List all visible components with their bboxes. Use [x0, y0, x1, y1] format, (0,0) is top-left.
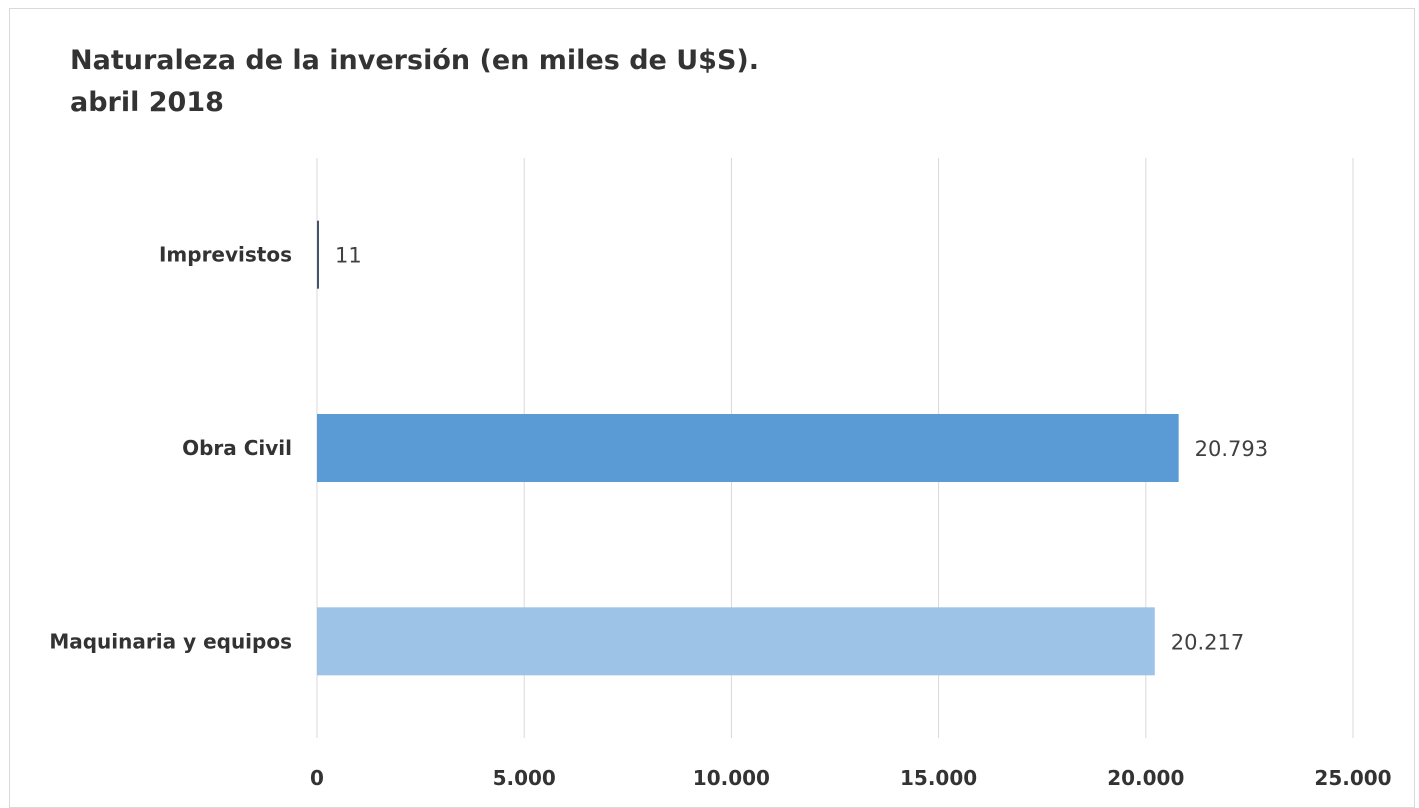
x-tick-label: 15.000: [900, 766, 977, 790]
data-label: 20.217: [1171, 630, 1244, 654]
category-label: Obra Civil: [182, 436, 292, 460]
data-label: 11: [335, 244, 362, 268]
x-tick-label: 25.000: [1314, 766, 1391, 790]
x-tick-label: 5.000: [493, 766, 556, 790]
chart-title-line-2: abril 2018: [70, 87, 224, 118]
chart-title: Naturaleza de la inversión (en miles de …: [70, 40, 759, 124]
x-tick-label: 20.000: [1107, 766, 1184, 790]
bar: [317, 607, 1155, 676]
x-tick-label: 10.000: [693, 766, 770, 790]
bar: [317, 414, 1179, 482]
chart-title-line-1: Naturaleza de la inversión (en miles de …: [70, 45, 759, 76]
bars: [317, 220, 1179, 676]
data-label: 20.793: [1195, 437, 1268, 461]
bar: [317, 220, 319, 289]
x-tick-label: 0: [310, 766, 324, 790]
labels: 0 5.000 10.000 15.000 20.000 25.000 Imprevisto…: [49, 243, 1391, 790]
category-label: Maquinaria y equipos: [49, 629, 292, 653]
category-label: Imprevistos: [159, 243, 292, 267]
